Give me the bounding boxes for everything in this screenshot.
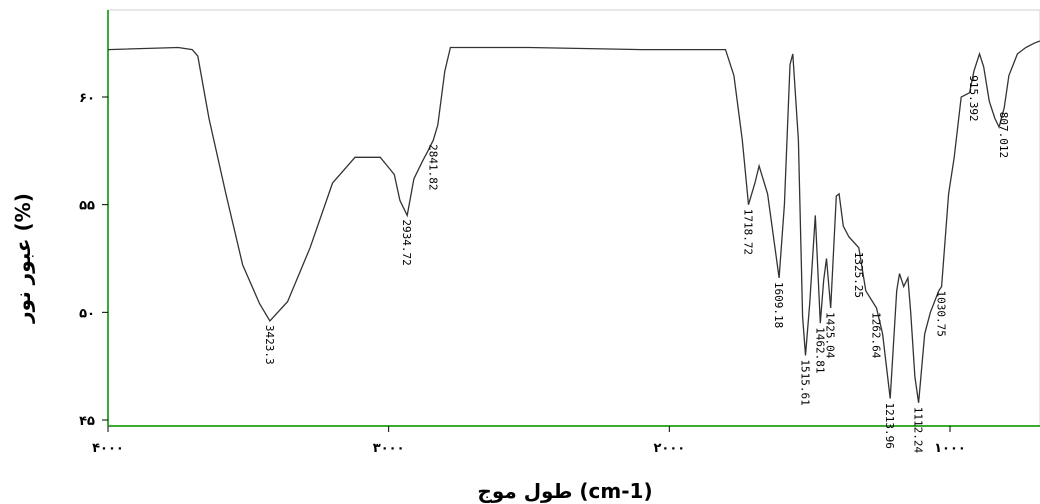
peak-label: 915.392 [967, 75, 980, 121]
plot-area [107, 9, 1040, 427]
peak-label: 1515.61 [799, 359, 812, 405]
y-axis-title: عبور نور (%) [11, 193, 35, 324]
x-tick-label: ۴۰۰۰ [92, 441, 124, 456]
y-tick-label: ۵۵ [79, 199, 95, 214]
x-tick-label: ۱۰۰۰ [934, 441, 966, 456]
peak-label: 1213.96 [883, 403, 896, 449]
peak-label: 807.012 [997, 112, 1010, 158]
x-tick-label: ۳۰۰۰ [373, 441, 405, 456]
y-tick-label: ۶۰ [79, 91, 95, 106]
peak-label: 1262.64 [870, 312, 883, 359]
peak-label: 2934.72 [400, 219, 413, 265]
peak-label: 1030.75 [935, 291, 948, 337]
y-axis-ticks: ۴۵ ۵۰ ۵۵ ۶۰ [79, 91, 108, 429]
x-axis-title: طول موج (cm-1) [477, 479, 652, 503]
y-tick-label: ۴۵ [79, 414, 95, 429]
peak-label: 1325.25 [852, 252, 865, 298]
peak-label: 1609.18 [772, 282, 785, 328]
x-tick-label: ۲۰۰۰ [653, 441, 685, 456]
peak-label: 1425.04 [824, 312, 837, 359]
y-tick-label: ۵۰ [79, 306, 95, 321]
peak-label: 2841.82 [426, 144, 439, 190]
peak-label: 1112.24 [912, 407, 925, 454]
peak-label: 1718.72 [742, 209, 755, 255]
peak-label: 1462.81 [813, 327, 826, 373]
x-axis-ticks: ۴۰۰۰ ۳۰۰۰ ۲۰۰۰ ۱۰۰۰ [92, 426, 966, 456]
peak-label: 3423.3 [263, 325, 276, 365]
spectrum-line [107, 40, 1040, 403]
peak-labels: 3423.3 2934.72 2841.82 1718.72 1609.18 1515.6… [263, 75, 1010, 453]
